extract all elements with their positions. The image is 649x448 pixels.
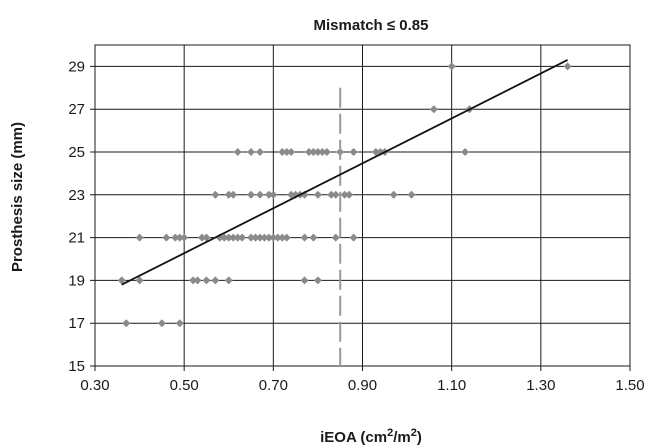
data-point (282, 148, 291, 156)
x-tick-labels: 0.30 0.50 0.70 0.90 1.10 1.30 1.50 (80, 377, 644, 394)
data-point (135, 233, 144, 242)
data-point (193, 276, 202, 285)
data-point (122, 319, 131, 328)
y-tick-label: 15 (68, 358, 85, 375)
data-point (331, 190, 340, 199)
data-point (447, 62, 456, 71)
y-tick-label: 29 (68, 58, 85, 75)
x-axis-label-mid: /m (393, 429, 411, 446)
data-point (309, 148, 318, 156)
data-point (255, 233, 264, 242)
data-point (229, 190, 238, 199)
x-tick-label: 0.90 (348, 377, 377, 394)
x-axis-label-main: iEOA (cm (320, 429, 387, 446)
data-point (247, 190, 256, 199)
data-point (313, 276, 322, 285)
x-axis-label-end: ) (417, 429, 422, 446)
data-point (278, 233, 287, 242)
data-point (224, 276, 233, 285)
data-point (345, 190, 354, 199)
x-axis-label-sup2: 2 (411, 427, 417, 439)
data-point (260, 233, 269, 242)
data-point (180, 233, 189, 242)
data-point (287, 190, 296, 199)
data-point (233, 233, 242, 242)
data-point (322, 148, 331, 156)
x-tick-label: 0.50 (170, 377, 199, 394)
data-point (563, 62, 572, 71)
data-point (211, 276, 220, 285)
data-point (220, 233, 229, 242)
x-axis-label-sup1: 2 (387, 427, 393, 439)
data-point (300, 233, 309, 242)
data-point (157, 319, 166, 328)
y-tick-labels: 15 17 19 21 23 25 27 29 (68, 58, 85, 375)
data-point (211, 190, 220, 199)
data-point (371, 148, 380, 156)
data-point (429, 105, 438, 114)
data-point (313, 190, 322, 199)
data-point (224, 233, 233, 242)
y-axis-label: Prosthesis size (mm) (9, 122, 26, 272)
data-point (407, 190, 416, 199)
chart-title: Mismatch ≤ 0.85 (314, 17, 429, 34)
y-tick-label: 25 (68, 144, 85, 161)
y-tick-label: 19 (68, 272, 85, 289)
data-point (175, 233, 184, 242)
data-point (269, 233, 278, 242)
data-point (278, 148, 287, 156)
data-point (349, 148, 358, 156)
data-point (349, 233, 358, 242)
data-point (313, 148, 322, 156)
data-point (287, 148, 296, 156)
data-point (162, 233, 171, 242)
data-point (171, 233, 180, 242)
x-tick-label: 1.50 (615, 377, 644, 394)
overlay-layer (121, 59, 568, 366)
data-point (305, 148, 313, 156)
data-point (331, 233, 340, 242)
data-point (189, 276, 198, 285)
data-point (318, 148, 327, 156)
data-point (264, 190, 273, 199)
data-point (273, 233, 282, 242)
data-point (389, 190, 398, 199)
data-point (461, 148, 470, 156)
data-point (264, 233, 273, 242)
data-point (198, 233, 206, 242)
data-point (202, 233, 211, 242)
grid (90, 44, 631, 371)
data-point (300, 276, 309, 285)
y-tick-label: 23 (68, 187, 85, 204)
data-point (255, 148, 264, 156)
x-tick-label: 1.10 (437, 377, 466, 394)
data-point (117, 276, 126, 285)
data-point (340, 190, 349, 199)
y-tick-label: 21 (68, 230, 85, 247)
y-tick-label: 27 (68, 101, 85, 118)
x-axis-label: iEOA (cm2/m2) (320, 427, 422, 446)
data-point (175, 319, 184, 328)
data-point (135, 276, 144, 285)
data-point (251, 233, 260, 242)
x-tick-label: 1.30 (526, 377, 555, 394)
data-point (238, 233, 247, 242)
data-point (202, 276, 211, 285)
data-point (327, 190, 336, 199)
data-point (229, 233, 238, 242)
data-point (255, 190, 264, 199)
data-point (224, 190, 233, 199)
data-point (247, 233, 256, 242)
trend-line (121, 59, 568, 286)
data-point (269, 190, 278, 199)
data-point (282, 233, 291, 242)
y-tick-label: 17 (68, 315, 85, 332)
data-point (233, 148, 242, 156)
data-point (247, 148, 256, 156)
x-tick-label: 0.70 (259, 377, 288, 394)
data-point (309, 233, 318, 242)
x-tick-label: 0.30 (80, 377, 109, 394)
